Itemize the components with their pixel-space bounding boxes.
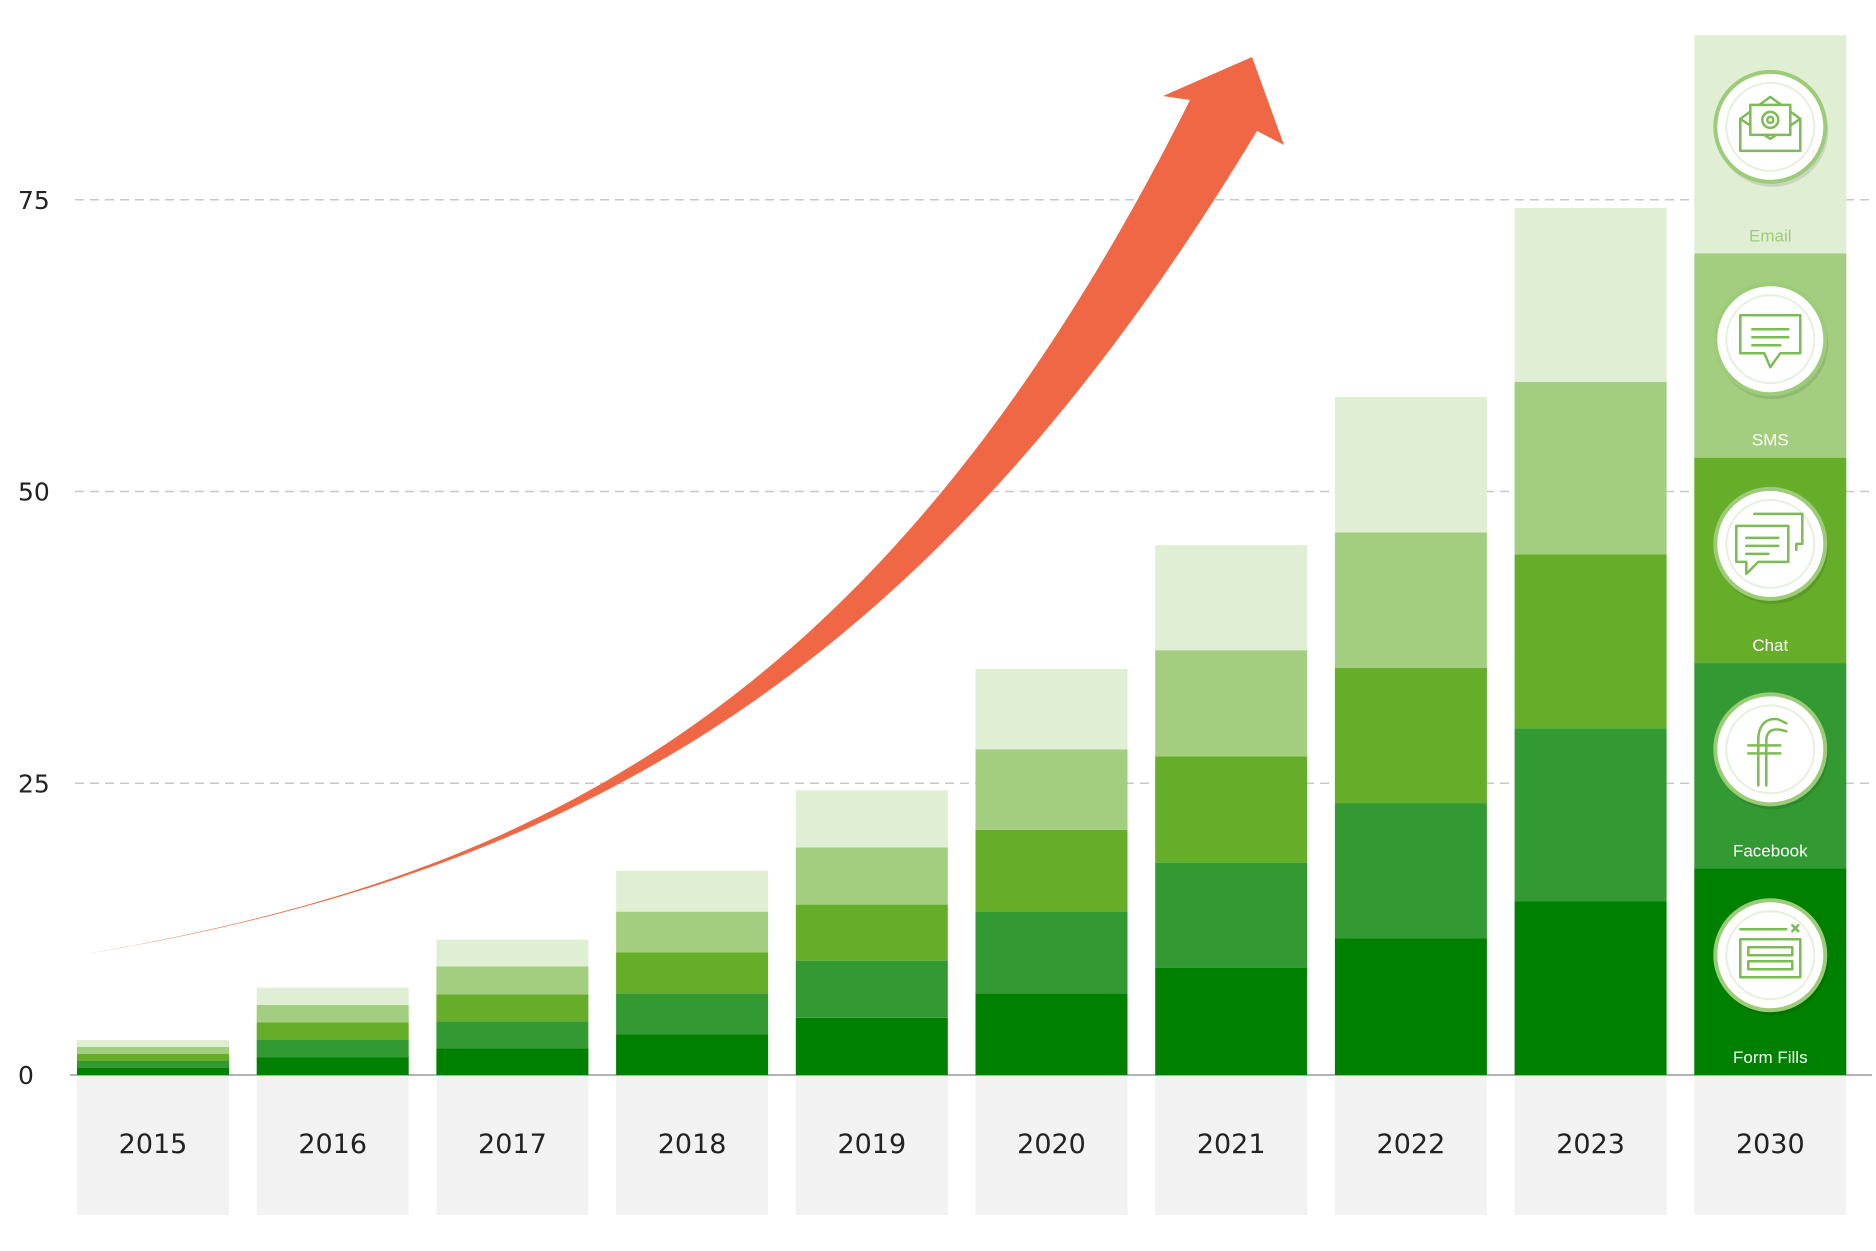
y-tick-label: 25: [18, 769, 50, 798]
bar-segment-form-fills-2017: [436, 1048, 589, 1075]
series-label: Form Fills: [1733, 1048, 1808, 1067]
series-label: SMS: [1752, 431, 1789, 450]
bar-segment-facebook-2019: [795, 960, 948, 1018]
bar-segment-email-2015: [77, 1039, 229, 1047]
category-band-2022: [1334, 1075, 1487, 1215]
category-band-2015: [77, 1075, 229, 1215]
x-tick-label: 2022: [1377, 1129, 1446, 1160]
category-band-2019: [795, 1075, 948, 1215]
series-label: Chat: [1752, 636, 1788, 655]
bar-segment-sms-2017: [436, 966, 589, 995]
y-tick-label: 75: [18, 186, 50, 215]
x-tick-label: 2018: [658, 1129, 727, 1160]
bar-segment-sms-2019: [795, 847, 948, 905]
bar-segment-facebook-2015: [77, 1060, 229, 1068]
bar-segment-form-fills-2020: [975, 993, 1128, 1075]
bar-segment-facebook-2020: [975, 911, 1128, 994]
bar-segment-facebook-2022: [1334, 803, 1487, 939]
bar-segment-sms-2021: [1155, 650, 1308, 757]
category-band-2020: [975, 1075, 1128, 1215]
x-tick-label: 2020: [1017, 1129, 1086, 1160]
bar-segment-form-fills-2022: [1334, 938, 1487, 1075]
bar-segment-email-2017: [436, 939, 589, 967]
bar-segment-facebook-2016: [256, 1039, 409, 1058]
bar-segment-sms-2015: [77, 1046, 229, 1054]
bar-segment-sms-2018: [616, 911, 769, 953]
sms-icon: [1713, 282, 1829, 400]
bar-segment-facebook-2018: [616, 993, 769, 1035]
bar-segment-chat-2016: [256, 1022, 409, 1040]
bar-segment-chat-2023: [1514, 554, 1667, 729]
bar-segment-facebook-2017: [436, 1021, 589, 1049]
category-band-2016: [256, 1075, 409, 1215]
chart-text: 2015 2016 2017 2018 2019 2020 2021 2022 2023 2030…: [18, 186, 1808, 1160]
category-band-2017: [436, 1075, 589, 1215]
bar-segment-chat-2022: [1334, 667, 1487, 804]
x-tick-label: 2030: [1736, 1129, 1805, 1160]
bar-segment-sms-2023: [1514, 381, 1667, 555]
bar-segment-sms-2020: [975, 749, 1128, 830]
category-band-2030: [1694, 1075, 1847, 1215]
x-tick-label: 2019: [837, 1129, 906, 1160]
y-tick-label: 0: [18, 1061, 34, 1090]
series-label: Facebook: [1733, 841, 1808, 860]
bar-segment-chat-2018: [616, 952, 769, 994]
series-label: Email: [1749, 226, 1792, 245]
bar-segment-chat-2020: [975, 829, 1128, 912]
bar-segment-sms-2016: [256, 1004, 409, 1023]
bar-segment-email-2023: [1514, 207, 1667, 382]
bar-segment-facebook-2021: [1155, 862, 1308, 968]
category-band-2023: [1514, 1075, 1667, 1215]
category-bands: [77, 1075, 1847, 1215]
bar-segment-form-fills-2023: [1514, 901, 1667, 1075]
bar-segment-email-2018: [616, 870, 769, 912]
bar-segment-form-fills-2016: [256, 1057, 409, 1075]
bar-segment-form-fills-2021: [1155, 967, 1308, 1075]
bar-segment-email-2022: [1334, 396, 1487, 533]
chat-icon: [1713, 486, 1829, 604]
bar-segment-chat-2017: [436, 994, 589, 1022]
y-tick-label: 50: [18, 478, 50, 507]
bar-segment-email-2016: [256, 987, 409, 1005]
category-band-2021: [1155, 1075, 1308, 1215]
bar-segment-chat-2015: [77, 1053, 229, 1061]
bar-segment-form-fills-2018: [616, 1034, 769, 1075]
x-tick-label: 2023: [1556, 1129, 1625, 1160]
bar-segment-chat-2019: [795, 904, 948, 961]
bar-segment-email-2020: [975, 668, 1128, 750]
form-icon: [1713, 898, 1829, 1016]
x-tick-label: 2016: [298, 1129, 367, 1160]
bar-segment-sms-2022: [1334, 532, 1487, 668]
category-band-2018: [616, 1075, 769, 1215]
bar-segment-email-2021: [1155, 545, 1308, 651]
x-tick-label: 2021: [1197, 1129, 1266, 1160]
facebook-icon: [1713, 692, 1829, 810]
bars: [77, 35, 1847, 1075]
series-icons: [1713, 69, 1829, 1016]
bar-segment-form-fills-2019: [795, 1017, 948, 1075]
bar-segment-facebook-2023: [1514, 728, 1667, 902]
x-tick-label: 2015: [119, 1129, 188, 1160]
email-icon: [1713, 69, 1829, 187]
x-tick-label: 2017: [478, 1129, 547, 1160]
bar-segment-form-fills-2015: [77, 1067, 229, 1075]
bar-segment-email-2019: [795, 790, 948, 848]
bar-segment-chat-2021: [1155, 756, 1308, 863]
